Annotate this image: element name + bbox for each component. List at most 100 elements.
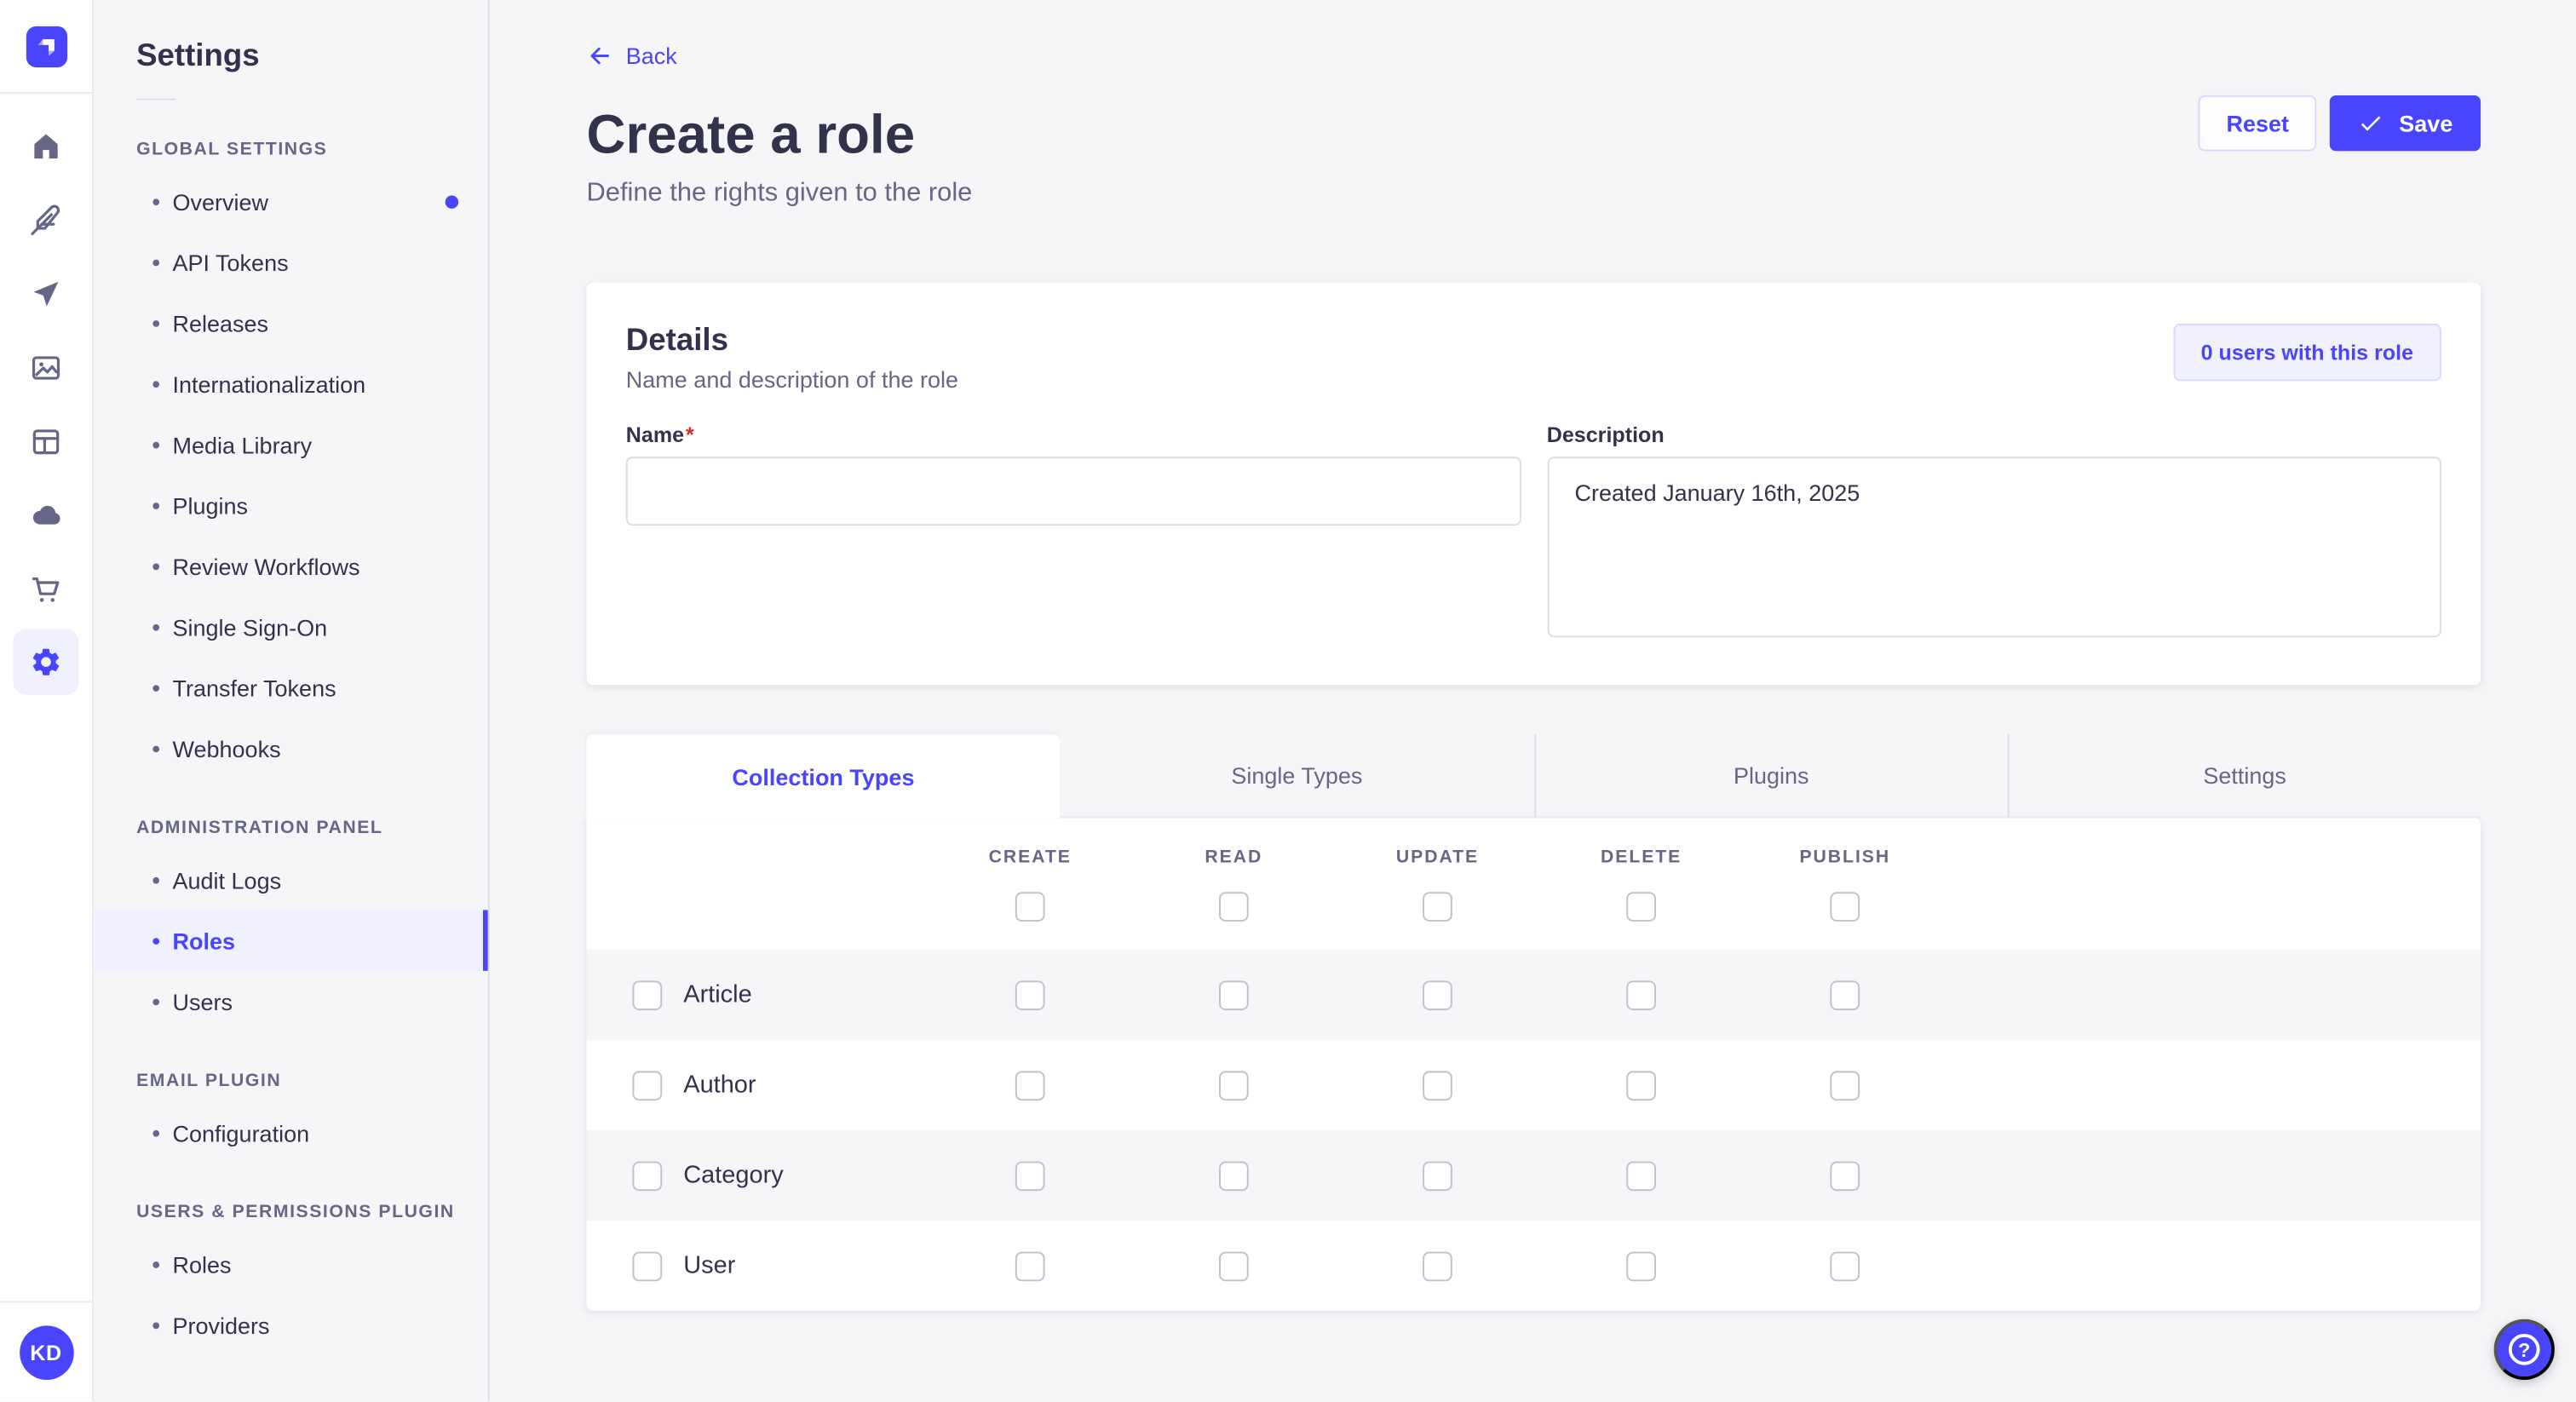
author-read-checkbox[interactable]: [1218, 1070, 1249, 1100]
column-label: PUBLISH: [1799, 848, 1891, 868]
user-update-checkbox[interactable]: [1423, 1250, 1452, 1281]
select-row-user-checkbox[interactable]: [632, 1250, 663, 1281]
user-delete-checkbox[interactable]: [1626, 1250, 1656, 1281]
strapi-logo[interactable]: [25, 25, 67, 67]
cart-icon[interactable]: [9, 552, 83, 626]
bullet-icon: [152, 876, 160, 883]
sidebar-item-audit-logs[interactable]: Audit Logs: [94, 849, 488, 910]
user-avatar[interactable]: KD: [19, 1324, 73, 1380]
tab-collection-types[interactable]: Collection Types: [586, 734, 1061, 819]
user-create-checkbox[interactable]: [1015, 1250, 1045, 1281]
tab-single-types[interactable]: Single Types: [1060, 734, 1534, 819]
nav-section-label: USERS & PERMISSIONS PLUGIN: [136, 1202, 455, 1222]
category-update-checkbox[interactable]: [1423, 1160, 1452, 1191]
sidebar-item-plugins[interactable]: Plugins: [94, 474, 488, 535]
help-button[interactable]: ?: [2493, 1319, 2555, 1380]
save-button[interactable]: Save: [2330, 95, 2481, 152]
sidebar-item-transfer-tokens[interactable]: Transfer Tokens: [94, 657, 488, 717]
settings-gear-icon[interactable]: [13, 629, 79, 695]
select-all-update-checkbox[interactable]: [1423, 892, 1452, 922]
permission-cell: [1539, 1160, 1743, 1191]
tab-plugins[interactable]: Plugins: [1533, 734, 2008, 819]
author-create-checkbox[interactable]: [1015, 1070, 1045, 1100]
author-delete-checkbox[interactable]: [1626, 1070, 1656, 1100]
author-update-checkbox[interactable]: [1423, 1070, 1452, 1100]
sidebar-item-review-workflows[interactable]: Review Workflows: [94, 536, 488, 596]
home-icon[interactable]: [9, 108, 83, 182]
cloud-icon[interactable]: [9, 478, 83, 552]
article-publish-checkbox[interactable]: [1830, 980, 1860, 1010]
back-link[interactable]: Back: [586, 43, 677, 69]
select-row-author-checkbox[interactable]: [632, 1070, 663, 1100]
main-content: Back Create a role Define the rights giv…: [490, 0, 2576, 1401]
row-label-cell: Author: [586, 1070, 928, 1100]
table-row-author: Author: [586, 1040, 2481, 1130]
article-update-checkbox[interactable]: [1423, 980, 1452, 1010]
sidebar-item-providers[interactable]: Providers: [94, 1295, 488, 1355]
column-header-update: UPDATE: [1336, 848, 1539, 922]
sidebar-item-internationalization[interactable]: Internationalization: [94, 353, 488, 414]
name-input[interactable]: [625, 457, 1521, 526]
category-read-checkbox[interactable]: [1218, 1160, 1249, 1191]
details-fields: Name * Description Created January 16th, …: [625, 422, 2441, 646]
row-label: Author: [683, 1071, 756, 1100]
column-label: READ: [1205, 848, 1263, 868]
user-publish-checkbox[interactable]: [1830, 1250, 1860, 1281]
permission-cell: [1132, 1160, 1336, 1191]
description-textarea[interactable]: Created January 16th, 2025: [1546, 457, 2441, 638]
category-publish-checkbox[interactable]: [1830, 1160, 1860, 1191]
permission-cell: [1539, 1070, 1743, 1100]
sidebar-item-roles[interactable]: Roles: [94, 1233, 488, 1294]
article-create-checkbox[interactable]: [1015, 980, 1045, 1010]
bullet-icon: [152, 997, 160, 1005]
bullet-icon: [152, 440, 160, 448]
sidebar-item-releases[interactable]: Releases: [94, 292, 488, 353]
permissions-section: Collection Types Single Types Plugins Setti…: [586, 734, 2481, 1311]
select-all-delete-checkbox[interactable]: [1626, 892, 1656, 922]
sidebar-item-single-sign-on[interactable]: Single Sign-On: [94, 596, 488, 657]
sidebar-item-webhooks[interactable]: Webhooks: [94, 718, 488, 779]
sidebar-item-media-library[interactable]: Media Library: [94, 414, 488, 474]
bullet-icon: [152, 744, 160, 752]
sidebar-item-label: Users: [172, 988, 233, 1014]
article-read-checkbox[interactable]: [1218, 980, 1249, 1010]
layout-icon[interactable]: [9, 404, 83, 478]
bullet-icon: [152, 1321, 160, 1329]
bullet-icon: [152, 562, 160, 570]
sidebar-item-users[interactable]: Users: [94, 971, 488, 1031]
feather-icon[interactable]: [9, 182, 83, 256]
select-all-read-checkbox[interactable]: [1218, 892, 1249, 922]
arrow-left-icon: [590, 47, 609, 65]
select-all-publish-checkbox[interactable]: [1830, 892, 1860, 922]
media-library-icon[interactable]: [9, 330, 83, 405]
users-with-role-button[interactable]: 0 users with this role: [2172, 323, 2441, 382]
bullet-icon: [152, 1261, 160, 1267]
permission-cell: [1539, 1250, 1743, 1281]
permission-cell: [1336, 1160, 1539, 1191]
select-row-article-checkbox[interactable]: [632, 980, 663, 1010]
send-icon[interactable]: [9, 256, 83, 330]
select-row-category-checkbox[interactable]: [632, 1160, 663, 1191]
sidebar-item-api-tokens[interactable]: API Tokens: [94, 232, 488, 292]
tab-settings[interactable]: Settings: [2007, 734, 2481, 819]
row-label-cell: Category: [586, 1160, 928, 1191]
category-delete-checkbox[interactable]: [1626, 1160, 1656, 1191]
sidebar-item-overview[interactable]: Overview: [94, 171, 488, 232]
user-read-checkbox[interactable]: [1218, 1250, 1249, 1281]
category-create-checkbox[interactable]: [1015, 1160, 1045, 1191]
permission-cell: [1743, 980, 1946, 1010]
details-card-header: Details Name and description of the role…: [626, 323, 2441, 393]
article-delete-checkbox[interactable]: [1626, 980, 1656, 1010]
nav-section-administration-panel: ADMINISTRATION PANEL Audit Logs Roles Users: [93, 818, 488, 1031]
sidebar-item-configuration[interactable]: Configuration: [94, 1102, 488, 1163]
column-header-read: READ: [1132, 848, 1336, 922]
permissions-header-row: CREATE READ UPDATE DELETE PUBLISH: [586, 818, 2481, 949]
author-publish-checkbox[interactable]: [1830, 1070, 1860, 1100]
select-all-create-checkbox[interactable]: [1015, 892, 1045, 922]
sidebar-item-label: Releases: [172, 309, 269, 336]
sidebar-item-roles[interactable]: Roles: [93, 910, 488, 971]
sidebar-item-label: Internationalization: [172, 370, 366, 397]
row-label-cell: Article: [586, 980, 928, 1010]
reset-button[interactable]: Reset: [2198, 95, 2317, 152]
